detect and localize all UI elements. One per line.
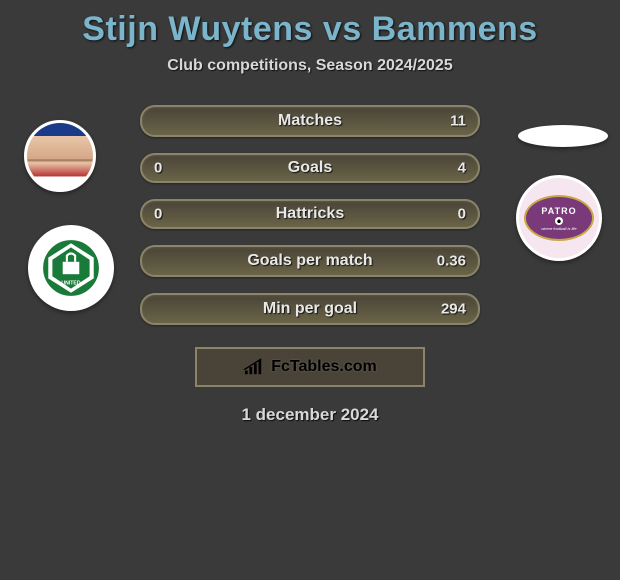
stat-label: Hattricks <box>276 205 344 223</box>
stat-row-matches: Matches 11 <box>140 105 480 137</box>
content-area: UNITED PATRO where football is life Matc… <box>0 105 620 425</box>
stat-right-value: 0 <box>458 206 466 223</box>
stat-label: Goals per match <box>247 252 372 270</box>
club-right-crest: PATRO where football is life <box>516 175 602 261</box>
patro-label: PATRO <box>541 206 576 216</box>
svg-text:UNITED: UNITED <box>61 281 80 287</box>
fctables-link[interactable]: FcTables.com <box>195 347 425 387</box>
patro-tagline: where football is life <box>541 226 576 231</box>
player-right-avatar <box>518 125 608 147</box>
stat-row-goals-per-match: Goals per match 0.36 <box>140 245 480 277</box>
stat-label: Min per goal <box>263 300 357 318</box>
player-left-avatar <box>24 120 96 192</box>
fctables-label: FcTables.com <box>271 358 377 376</box>
ball-icon <box>552 216 566 226</box>
stat-label: Matches <box>278 112 342 130</box>
club-left-crest: UNITED <box>28 225 114 311</box>
page-title: Stijn Wuytens vs Bammens <box>0 10 620 49</box>
stat-right-value: 294 <box>441 301 466 318</box>
stat-left-value: 0 <box>154 206 162 223</box>
page-subtitle: Club competitions, Season 2024/2025 <box>0 57 620 75</box>
footer-date: 1 december 2024 <box>10 405 610 425</box>
patro-icon: PATRO where football is life <box>524 195 594 241</box>
stat-right-value: 0.36 <box>437 253 466 270</box>
stat-right-value: 4 <box>458 160 466 177</box>
stat-row-goals: 0 Goals 4 <box>140 153 480 183</box>
player-photo-placeholder <box>27 123 93 189</box>
stat-left-value: 0 <box>154 160 162 177</box>
stat-row-hattricks: 0 Hattricks 0 <box>140 199 480 229</box>
fctables-icon <box>243 358 265 376</box>
stat-row-min-per-goal: Min per goal 294 <box>140 293 480 325</box>
stat-right-value: 11 <box>450 113 466 130</box>
lommel-icon: UNITED <box>40 237 102 299</box>
stat-label: Goals <box>288 159 332 177</box>
stats-bars: Matches 11 0 Goals 4 0 Hattricks 0 Goals… <box>140 105 480 325</box>
comparison-card: Stijn Wuytens vs Bammens Club competitio… <box>0 0 620 425</box>
